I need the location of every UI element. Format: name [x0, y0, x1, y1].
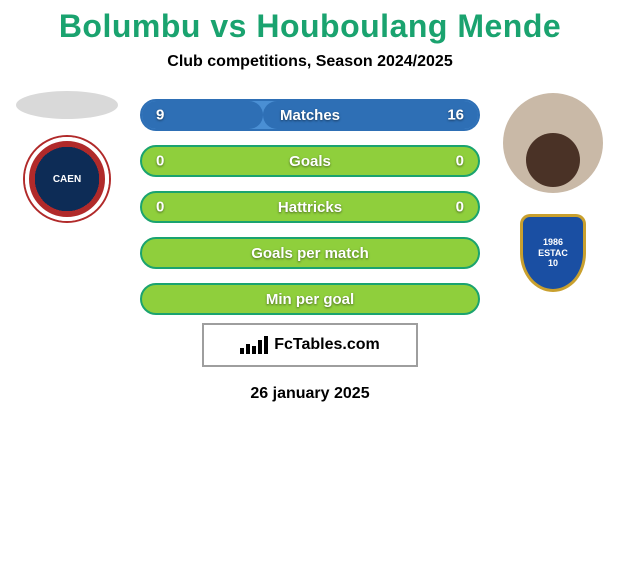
club-badge-right-num: 10: [548, 258, 558, 269]
stat-value-right: 16: [447, 107, 464, 124]
stat-label: Matches: [280, 107, 340, 124]
page-title: Bolumbu vs Houboulang Mende: [0, 8, 620, 45]
stat-value-left: 9: [156, 107, 164, 124]
stat-value-right: 0: [456, 153, 464, 170]
stat-value-left: 0: [156, 199, 164, 216]
date-text: 26 january 2025: [0, 385, 620, 403]
stat-row-hattricks: Hattricks 0 0: [140, 191, 480, 223]
stat-label: Min per goal: [266, 291, 354, 308]
avatar-head-shape: [526, 133, 580, 187]
stat-row-matches: Matches 9 16: [140, 99, 480, 131]
right-player-column: 1986 ESTAC 10: [498, 93, 608, 295]
club-badge-right-shield: 1986 ESTAC 10: [520, 214, 586, 292]
club-badge-right-year: 1986: [543, 237, 563, 248]
bars-icon: [240, 336, 268, 354]
brand-text: FcTables.com: [274, 336, 380, 354]
brand-watermark: FcTables.com: [202, 323, 418, 367]
stat-row-goals: Goals 0 0: [140, 145, 480, 177]
stat-value-right: 0: [456, 199, 464, 216]
club-badge-right-label: ESTAC: [538, 248, 568, 259]
stats-column: Matches 9 16 Goals 0 0 Hattricks 0 0 Goals per ma…: [140, 99, 480, 315]
stat-label: Hattricks: [278, 199, 342, 216]
subtitle: Club competitions, Season 2024/2025: [0, 53, 620, 71]
body-row: CAEN Matches 9 16 Goals 0 0 Hattricks 0 0 Goals p…: [0, 99, 620, 315]
left-player-column: CAEN: [12, 93, 122, 221]
club-badge-right: 1986 ESTAC 10: [511, 211, 595, 295]
club-badge-left-label: CAEN: [53, 174, 81, 185]
club-badge-left: CAEN: [25, 137, 109, 221]
player-avatar-right: [503, 93, 603, 193]
stat-row-min-per-goal: Min per goal: [140, 283, 480, 315]
stat-label: Goals per match: [251, 245, 369, 262]
stat-label: Goals: [289, 153, 331, 170]
stat-row-goals-per-match: Goals per match: [140, 237, 480, 269]
player-avatar-left: [16, 91, 118, 119]
comparison-card: Bolumbu vs Houboulang Mende Club competi…: [0, 0, 620, 403]
stat-value-left: 0: [156, 153, 164, 170]
